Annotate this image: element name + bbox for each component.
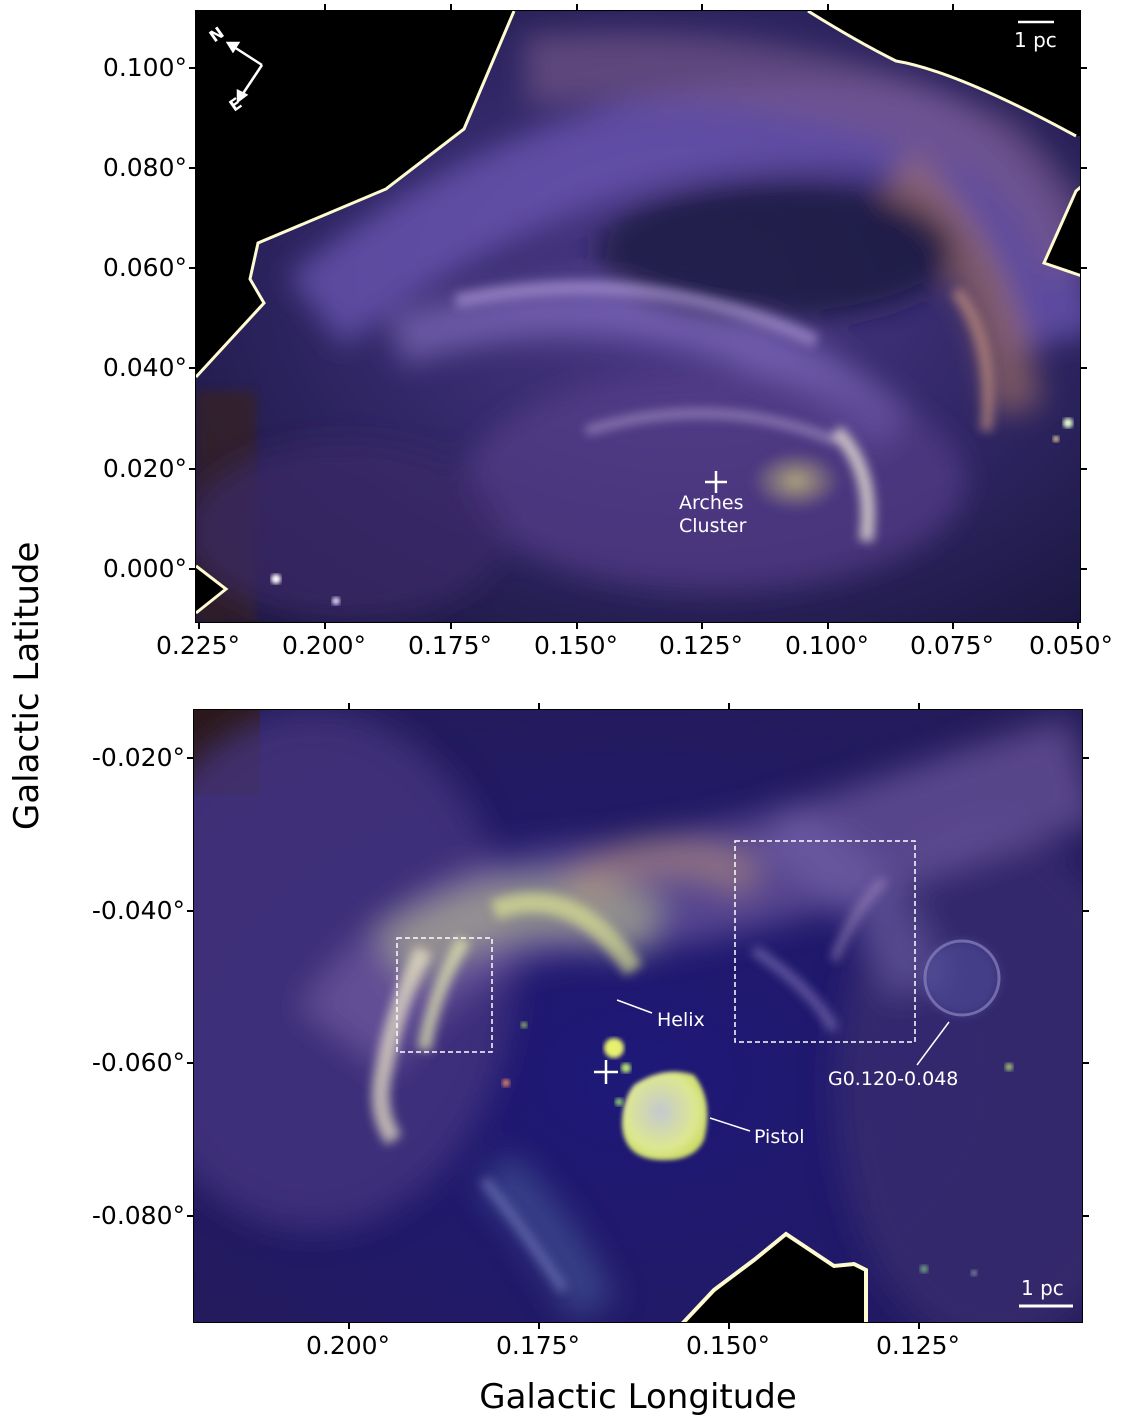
top-y-tick-label: 0.040° bbox=[102, 353, 187, 382]
top-x-tick-label: 0.150° bbox=[533, 631, 619, 660]
top-y-tick-label: 0.100° bbox=[102, 53, 187, 82]
bottom-x-tick-label: 0.175° bbox=[495, 1331, 581, 1360]
top-y-tick-mark bbox=[189, 167, 195, 169]
top-x-tick-label: 0.100° bbox=[784, 631, 870, 660]
bottom-x-tick-label: 0.125° bbox=[875, 1331, 961, 1360]
bottom-y-tick-mark-right bbox=[1083, 910, 1089, 912]
top-panel-nebula bbox=[196, 11, 1080, 622]
top-y-tick-mark-right bbox=[1081, 468, 1087, 470]
top-x-tick-label: 0.175° bbox=[407, 631, 493, 660]
top-x-tick-mark-top bbox=[576, 4, 578, 10]
bottom-cross-marker bbox=[594, 1060, 618, 1084]
top-y-tick-mark-right bbox=[1081, 568, 1087, 570]
bottom-x-tick-mark-top bbox=[538, 703, 540, 709]
top-y-tick-mark bbox=[189, 568, 195, 570]
arches-cluster-label: Arches Cluster bbox=[679, 492, 746, 538]
top-x-tick-mark bbox=[701, 623, 703, 629]
helix-leader-line bbox=[616, 999, 653, 1014]
top-x-tick-mark bbox=[576, 623, 578, 629]
top-y-tick-mark-right bbox=[1081, 367, 1087, 369]
bottom-y-tick-mark-right bbox=[1083, 1215, 1089, 1217]
top-x-tick-mark-top bbox=[701, 4, 703, 10]
top-y-tick-mark bbox=[189, 468, 195, 470]
y-axis-title: Galactic Latitude bbox=[7, 541, 47, 830]
bottom-y-tick-mark bbox=[187, 1062, 193, 1064]
top-y-tick-label: 0.000° bbox=[102, 554, 187, 583]
top-x-tick-label: 0.225° bbox=[155, 631, 241, 660]
top-x-tick-mark bbox=[827, 623, 829, 629]
bottom-scale-bar-label: 1 pc bbox=[1021, 1276, 1064, 1300]
g0120-label: G0.120-0.048 bbox=[828, 1068, 959, 1090]
bottom-x-tick-label: 0.200° bbox=[305, 1331, 391, 1360]
top-x-tick-mark bbox=[1077, 623, 1079, 629]
top-x-tick-mark bbox=[198, 623, 200, 629]
bottom-x-tick-mark bbox=[348, 1323, 350, 1329]
top-y-tick-mark bbox=[189, 367, 195, 369]
left-dashed-box bbox=[396, 937, 493, 1053]
bottom-y-tick-mark bbox=[187, 757, 193, 759]
top-y-tick-label: 0.060° bbox=[102, 253, 187, 282]
top-y-tick-label: 0.020° bbox=[102, 454, 187, 483]
top-x-tick-mark bbox=[450, 623, 452, 629]
bottom-x-tick-mark-top bbox=[728, 703, 730, 709]
bottom-x-tick-mark-top bbox=[348, 703, 350, 709]
top-x-tick-label: 0.125° bbox=[658, 631, 744, 660]
bottom-y-tick-label: -0.060° bbox=[91, 1048, 185, 1077]
top-scale-bar-label: 1 pc bbox=[1014, 28, 1057, 52]
arches-label-line1: Arches bbox=[679, 492, 744, 514]
top-x-tick-label: 0.075° bbox=[909, 631, 995, 660]
right-dashed-box bbox=[734, 840, 916, 1043]
pistol-label: Pistol bbox=[754, 1126, 805, 1148]
top-x-tick-mark-top bbox=[827, 4, 829, 10]
bottom-x-tick-label: 0.150° bbox=[685, 1331, 771, 1360]
top-y-tick-label: 0.080° bbox=[102, 153, 187, 182]
arches-cluster-cross bbox=[705, 471, 727, 493]
top-y-tick-mark-right bbox=[1081, 67, 1087, 69]
top-x-tick-mark-top bbox=[324, 4, 326, 10]
top-x-tick-mark-top bbox=[952, 4, 954, 10]
bottom-y-tick-mark-right bbox=[1083, 757, 1089, 759]
bottom-x-tick-mark bbox=[918, 1323, 920, 1329]
bottom-y-tick-mark bbox=[187, 1215, 193, 1217]
top-x-tick-mark bbox=[324, 623, 326, 629]
bottom-y-tick-label: -0.040° bbox=[91, 896, 185, 925]
bottom-x-tick-mark-top bbox=[918, 703, 920, 709]
top-x-tick-mark-top bbox=[450, 4, 452, 10]
g0120-leader-line bbox=[916, 1021, 950, 1066]
top-y-tick-mark-right bbox=[1081, 267, 1087, 269]
compass-arrows bbox=[225, 41, 264, 104]
top-x-tick-label: 0.200° bbox=[281, 631, 367, 660]
top-y-tick-mark bbox=[189, 267, 195, 269]
pistol-leader-line bbox=[709, 1117, 751, 1132]
arches-label-line2: Cluster bbox=[679, 514, 747, 537]
top-y-tick-mark bbox=[189, 67, 195, 69]
bottom-x-tick-mark bbox=[538, 1323, 540, 1329]
bottom-panel-image: Helix Pistol G0.120-0.048 1 pc bbox=[193, 709, 1083, 1323]
bottom-y-tick-mark bbox=[187, 910, 193, 912]
top-x-tick-mark bbox=[952, 623, 954, 629]
top-y-tick-mark-right bbox=[1081, 167, 1087, 169]
x-axis-title: Galactic Longitude bbox=[479, 1377, 797, 1417]
bottom-y-tick-label: -0.020° bbox=[91, 743, 185, 772]
bottom-y-tick-label: -0.080° bbox=[91, 1201, 185, 1230]
bottom-x-tick-mark bbox=[728, 1323, 730, 1329]
top-panel-image: N E 1 pc Arches Cluster bbox=[195, 10, 1081, 623]
bottom-y-tick-mark-right bbox=[1083, 1062, 1089, 1064]
top-x-tick-label: 0.050° bbox=[1028, 631, 1114, 660]
bottom-panel-nebula bbox=[194, 710, 1082, 1322]
helix-label: Helix bbox=[657, 1009, 705, 1031]
